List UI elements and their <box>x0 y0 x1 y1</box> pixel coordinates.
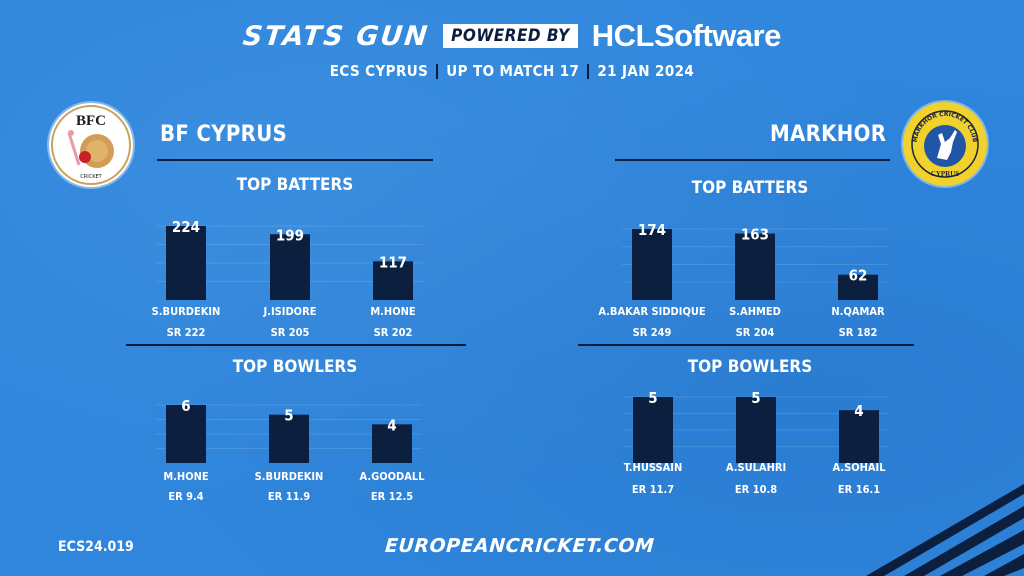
data-label: 163 <box>741 225 769 243</box>
bar <box>373 261 413 300</box>
category-label: S.AHMED <box>729 305 781 318</box>
bf-cyprus-crest-icon: BFC CRICKET <box>51 105 131 185</box>
bar <box>633 397 673 463</box>
separator <box>436 63 439 79</box>
markhor-logo: MARKHOR CRICKET CLUB CYPRUS <box>903 102 987 186</box>
bar <box>838 274 878 300</box>
rate-label: ER 16.1 <box>838 483 880 496</box>
bar <box>735 233 775 300</box>
category-label: A.SOHAIL <box>832 461 886 474</box>
bar <box>736 397 776 463</box>
category-label: A.GOODALL <box>359 470 425 483</box>
data-label: 199 <box>276 226 304 244</box>
data-label: 5 <box>648 389 657 407</box>
category-label: A.SULAHRI <box>726 461 786 474</box>
rate-label: SR 204 <box>736 326 775 339</box>
category-label: A.BAKAR SIDDIQUE <box>598 305 706 318</box>
competition-name: ECS CYPRUS <box>329 62 429 80</box>
rate-label: ER 12.5 <box>371 490 413 503</box>
rate-label: SR 182 <box>839 326 878 339</box>
subtitle: ECS CYPRUS UP TO MATCH 17 21 JAN 2024 <box>0 62 1024 80</box>
data-label: 174 <box>638 221 666 239</box>
logo-caption: CYPRUS <box>931 170 959 178</box>
category-label: T.HUSSAIN <box>624 461 683 474</box>
bar <box>269 414 309 463</box>
team-name-right: MARKHOR <box>770 122 887 147</box>
rate-label: ER 9.4 <box>168 490 203 503</box>
category-label: M.HONE <box>370 305 416 318</box>
rate-label: ER 11.7 <box>632 483 674 496</box>
data-label: 5 <box>751 389 760 407</box>
bar-chart-1: 224 S.BURDEKIN SR 222 199 J.ISIDORE SR 205 117… <box>152 218 423 339</box>
date-label: 21 JAN 2024 <box>597 62 695 80</box>
stage-label: UP TO MATCH 17 <box>446 62 580 80</box>
data-label: 6 <box>181 397 190 415</box>
category-label: J.ISIDORE <box>263 305 317 318</box>
bar <box>632 229 672 300</box>
rate-label: ER 10.8 <box>735 483 777 496</box>
bar-chart-4: 5 T.HUSSAIN ER 11.7 5 A.SULAHRI ER 10.8 4 A.SOH… <box>623 389 889 496</box>
sponsor-logo-text: HCLSoftware <box>591 18 782 53</box>
data-label: 4 <box>854 402 863 420</box>
team-rule-right <box>615 159 890 161</box>
team-name-left: BF CYPRUS <box>160 122 288 147</box>
section-title-left-batters: TOP BATTERS <box>236 175 354 195</box>
separator <box>587 63 590 79</box>
section-rule-left <box>126 344 466 346</box>
bar <box>372 424 412 463</box>
section-rule-right <box>578 344 914 346</box>
rate-label: ER 11.9 <box>268 490 310 503</box>
data-label: 224 <box>172 218 200 236</box>
data-label: 62 <box>849 267 868 285</box>
category-label: S.BURDEKIN <box>152 305 221 318</box>
bf-cyprus-logo: BFC CRICKET <box>49 103 133 187</box>
bar-chart-2: 6 M.HONE ER 9.4 5 S.BURDEKIN ER 11.9 4 A.GOODAL… <box>156 397 425 503</box>
category-label: M.HONE <box>163 470 209 483</box>
bar <box>839 410 879 463</box>
website-url[interactable]: EUROPEANCRICKET.COM <box>384 535 656 557</box>
rate-label: SR 249 <box>633 326 672 339</box>
title-row: STATS GUN POWERED BY HCLSoftware <box>0 14 1024 58</box>
team-rule-left <box>157 159 433 161</box>
powered-by-badge: POWERED BY <box>443 24 578 48</box>
bar-chart-3: 174 A.BAKAR SIDDIQUE SR 249 163 S.AHMED SR 20… <box>598 221 888 339</box>
markhor-crest-icon: MARKHOR CRICKET CLUB CYPRUS <box>905 104 985 184</box>
category-label: N.QAMAR <box>831 305 885 318</box>
bar <box>166 405 206 463</box>
data-label: 4 <box>387 416 396 434</box>
section-title-right-bowlers: TOP BOWLERS <box>687 357 813 377</box>
header: STATS GUN POWERED BY HCLSoftware ECS CYP… <box>0 14 1024 80</box>
logo-text: BFC <box>76 113 106 129</box>
rate-label: SR 205 <box>271 326 310 339</box>
section-title-right-batters: TOP BATTERS <box>691 178 809 198</box>
rate-label: SR 222 <box>167 326 206 339</box>
logo-caption: CRICKET <box>80 174 102 180</box>
rate-label: SR 202 <box>374 326 413 339</box>
data-label: 5 <box>284 407 293 425</box>
category-label: S.BURDEKIN <box>255 470 324 483</box>
graphic-code: ECS24.019 <box>58 539 134 555</box>
data-label: 117 <box>379 253 407 271</box>
decorative-stripes <box>866 484 1024 576</box>
bar <box>166 226 206 300</box>
section-title-left-bowlers: TOP BOWLERS <box>232 357 358 377</box>
bar <box>270 234 310 300</box>
